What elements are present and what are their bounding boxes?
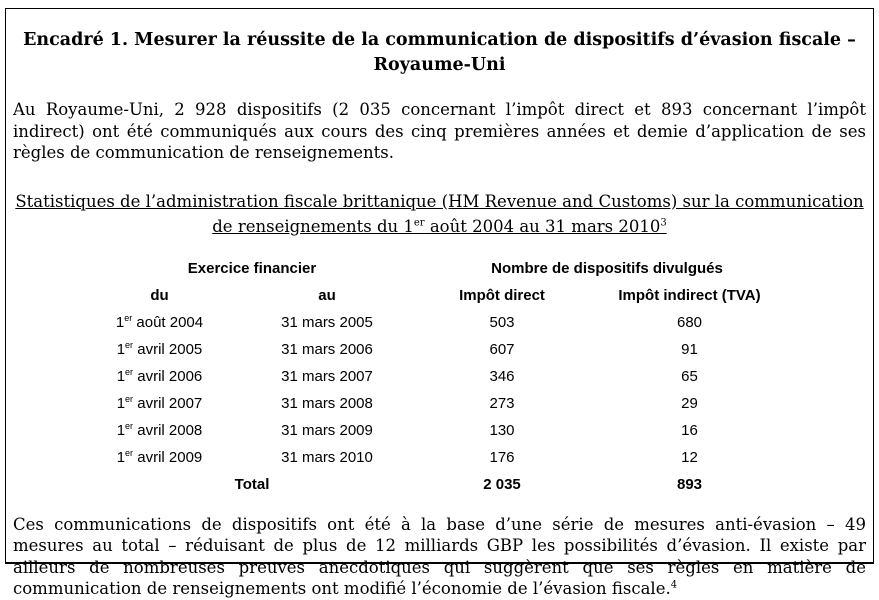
ordinal-superscript: er — [125, 393, 134, 404]
cell-impot-indirect: 29 — [681, 394, 698, 412]
caption-date-start: de renseignements du 1 — [212, 216, 414, 236]
total-impot-indirect: 893 — [676, 475, 703, 493]
table-caption-line2: de renseignements du 1er août 2004 au 31… — [13, 214, 866, 239]
cell-impot-direct: 130 — [489, 421, 515, 439]
table-row: 1er avril 2009 31 mars 2010 176 12 — [85, 444, 795, 471]
caption-footnote-ref: 3 — [660, 217, 667, 228]
closing-paragraph-text: Ces communications de dispositifs ont ét… — [13, 514, 866, 599]
table-row: 1er avril 2005 31 mars 2006 607 91 — [85, 336, 795, 363]
cell-impot-direct: 607 — [489, 340, 515, 358]
disclosure-statistics-table: Exercice financier Nombre de dispositifs… — [85, 255, 795, 498]
box-title-line1: Encadré 1. Mesurer la réussite de la com… — [23, 30, 856, 50]
cell-du: 1er août 2004 — [115, 312, 204, 331]
column-header-au: au — [318, 286, 336, 304]
total-label: Total — [234, 475, 270, 493]
cell-au: 31 mars 2006 — [281, 340, 373, 358]
cell-impot-direct: 503 — [489, 313, 515, 331]
ordinal-superscript: er — [125, 366, 134, 377]
caption-date-end: août 2004 au 31 mars 2010 — [424, 216, 661, 236]
encadre-box: Encadré 1. Mesurer la réussite de la com… — [5, 8, 874, 598]
cell-au: 31 mars 2008 — [281, 394, 373, 412]
cell-au: 31 mars 2010 — [281, 448, 373, 466]
table-total-row: Total 2 035 893 — [85, 471, 795, 498]
cell-impot-direct: 176 — [489, 448, 515, 466]
box-title-line2: Royaume-Uni — [373, 55, 506, 75]
cell-impot-indirect: 16 — [681, 421, 698, 439]
intro-paragraph: Au Royaume-Uni, 2 928 dispositifs (2 035… — [13, 100, 866, 162]
table-group-header-row: Exercice financier Nombre de dispositifs… — [85, 255, 795, 282]
closing-footnote-ref: 4 — [670, 579, 678, 591]
total-impot-direct: 2 035 — [483, 475, 521, 493]
cell-impot-indirect: 91 — [681, 340, 698, 358]
group-header-dispositifs: Nombre de dispositifs divulgués — [491, 259, 723, 277]
cell-du: 1er avril 2007 — [116, 393, 203, 412]
cell-du: 1er avril 2009 — [116, 447, 203, 466]
closing-paragraph: Ces communications de dispositifs ont ét… — [13, 514, 866, 600]
cell-du: 1er avril 2005 — [116, 339, 203, 358]
document-page: { "document": { "title": { "line1": "Enc… — [5, 8, 874, 598]
table-row: 1er avril 2008 31 mars 2009 130 16 — [85, 417, 795, 444]
ordinal-superscript: er — [124, 312, 133, 323]
cell-au: 31 mars 2005 — [281, 313, 373, 331]
table-caption: Statistiques de l’administration fiscale… — [13, 189, 866, 239]
cell-du: 1er avril 2006 — [116, 366, 203, 385]
ordinal-superscript: er — [125, 420, 134, 431]
cell-au: 31 mars 2009 — [281, 421, 373, 439]
cell-impot-indirect: 680 — [676, 313, 703, 331]
cell-impot-direct: 346 — [489, 367, 515, 385]
cell-impot-indirect: 12 — [681, 448, 698, 466]
table-caption-line1: Statistiques de l’administration fiscale… — [15, 191, 864, 211]
table-row: 1er avril 2006 31 mars 2007 346 65 — [85, 363, 795, 390]
cell-du: 1er avril 2008 — [116, 420, 203, 439]
column-header-du: du — [150, 286, 169, 304]
caption-ordinal-superscript: er — [413, 217, 425, 228]
box-title: Encadré 1. Mesurer la réussite de la com… — [13, 28, 866, 78]
group-header-exercice: Exercice financier — [187, 259, 317, 277]
table-row: 1er avril 2007 31 mars 2008 273 29 — [85, 390, 795, 417]
cell-impot-indirect: 65 — [681, 367, 698, 385]
column-header-impot-direct: Impôt direct — [459, 286, 545, 304]
ordinal-superscript: er — [125, 339, 134, 350]
table-column-header-row: du au Impôt direct Impôt indirect (TVA) — [85, 282, 795, 309]
table-row: 1er août 2004 31 mars 2005 503 680 — [85, 309, 795, 336]
cell-au: 31 mars 2007 — [281, 367, 373, 385]
column-header-impot-indirect: Impôt indirect (TVA) — [618, 286, 761, 304]
ordinal-superscript: er — [125, 447, 134, 458]
cell-impot-direct: 273 — [489, 394, 515, 412]
